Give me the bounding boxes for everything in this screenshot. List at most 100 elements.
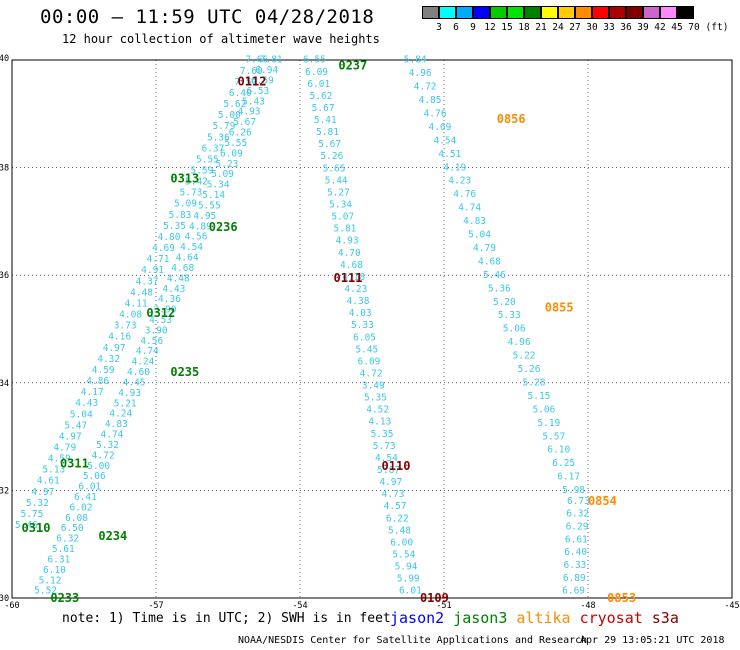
colorbar-tick-label: 45: [671, 22, 683, 33]
wave-height-value: 4.80: [158, 232, 181, 243]
wave-height-value: 4.59: [92, 365, 115, 376]
colorbar-swatch: [422, 6, 439, 19]
wave-height-value: 5.45: [355, 344, 378, 355]
wave-height-value: 6.69: [562, 586, 585, 597]
pass-time-label: 0236: [209, 220, 238, 234]
wave-height-value: 4.72: [360, 368, 383, 379]
colorbar-swatch: [507, 6, 524, 19]
wave-height-value: 5.73: [373, 441, 396, 452]
wave-height-value: 6.61: [565, 534, 588, 545]
x-tick-label: -51: [436, 601, 451, 610]
wave-height-value: 4.91: [141, 265, 164, 276]
wave-height-value: 6.09: [220, 148, 243, 159]
wave-height-value: 4.24: [131, 357, 154, 368]
pass-time-label: 0237: [338, 58, 367, 72]
wave-height-value: 5.65: [323, 163, 346, 174]
wave-height-value: 6.41: [74, 492, 97, 503]
wave-height-value: 4.43: [75, 398, 98, 409]
y-tick-label: 40: [0, 54, 9, 64]
x-tick-label: -57: [148, 601, 163, 610]
colorbar-tick-label: 30: [586, 22, 598, 33]
colorbar-swatch: [541, 6, 558, 19]
wave-height-value: 4.56: [185, 232, 208, 243]
colorbar-swatch: [439, 6, 456, 19]
wave-height-value: 6.22: [386, 513, 409, 524]
wave-height-value: 4.57: [384, 501, 407, 512]
wave-height-value: 4.13: [368, 417, 391, 428]
wave-height-value: 3.90: [154, 305, 177, 316]
wave-height-value: 4.56: [140, 336, 163, 347]
map-frame: [11, 59, 733, 599]
wave-height-value: 7.66: [245, 55, 268, 66]
wave-height-value: 5.62: [310, 91, 333, 102]
wave-height-value: 5.32: [26, 498, 49, 509]
wave-height-value: 5.26: [320, 151, 343, 162]
wave-height-value: 5.34: [207, 180, 230, 191]
wave-height-value: 3.49: [362, 381, 385, 392]
wave-height-value: 4.16: [108, 332, 131, 343]
wave-height-value: 4.76: [424, 108, 447, 119]
wave-height-value: 4.48: [130, 287, 153, 298]
legend-s3a: s3a: [651, 609, 679, 627]
wave-height-value: 5.81: [334, 224, 357, 235]
colorbar-swatch: [524, 6, 541, 19]
wave-height-value: 5.94: [395, 562, 418, 573]
wave-height-value: 5.46: [15, 520, 38, 531]
pass-time-label: 0111: [334, 271, 363, 285]
wave-height-value: 4.73: [382, 489, 405, 500]
wave-height-value: 4.70: [338, 248, 361, 259]
wave-height-value: 4.03: [349, 308, 372, 319]
colorbar-tick-label: 21: [535, 22, 547, 33]
footer-timestamp: Apr 29 13:05:21 UTC 2018: [580, 635, 725, 646]
wave-height-value: 4.54: [433, 135, 456, 146]
wave-height-value: 5.35: [364, 393, 387, 404]
wave-height-value: 5.55: [224, 138, 247, 149]
wave-height-value: 6.02: [70, 502, 93, 513]
wave-height-value: 5.57: [542, 431, 565, 442]
pass-time-label: 0234: [98, 529, 127, 543]
pass-time-label: 0235: [170, 365, 199, 379]
wave-height-value: 5.21: [114, 398, 137, 409]
wave-height-value: 4.72: [414, 82, 437, 93]
colorbar-tick-label: 39: [637, 22, 649, 33]
wave-height-value: 5.54: [392, 549, 415, 560]
wave-height-value: 3.90: [145, 325, 168, 336]
wave-height-value: 6.10: [43, 565, 66, 576]
pass-time-label: 0311: [60, 457, 89, 471]
colorbar-swatch: [643, 6, 660, 19]
wave-height-value: 6.73: [567, 496, 590, 507]
wave-height-value: 4.32: [97, 354, 120, 365]
wave-height-value: 4.37: [136, 276, 159, 287]
wave-height-value: 6.55: [303, 55, 326, 66]
wave-height-value: 6.17: [557, 472, 580, 483]
footer-credit: NOAA/NESDIS Center for Satellite Applica…: [238, 635, 588, 646]
wave-height-value: 6.01: [307, 79, 330, 90]
wave-height-value: 3.73: [114, 321, 137, 332]
wave-height-value: 4.54: [180, 242, 203, 253]
wave-height-value: 5.00: [218, 110, 241, 121]
wave-height-value: 4.61: [37, 476, 60, 487]
wave-height-value: 4.52: [366, 405, 389, 416]
wave-height-value: 4.79: [53, 442, 76, 453]
colorbar-swatch: [490, 6, 507, 19]
wave-height-value: 7.60: [240, 66, 263, 77]
wave-height-value: 5.14: [202, 190, 225, 201]
wave-height-value: 4.89: [189, 221, 212, 232]
wave-height-value: 5.20: [493, 297, 516, 308]
colorbar-tick-label: 9: [470, 22, 476, 33]
wave-height-value: 4.23: [448, 176, 471, 187]
wave-height-value: 5.15: [528, 391, 551, 402]
wave-height-value: 5.48: [388, 525, 411, 536]
wave-height-value: 4.69: [152, 243, 175, 254]
wave-height-value: 6.37: [201, 143, 224, 154]
wave-height-value: 4.53: [149, 315, 172, 326]
legend-altika: altika: [516, 609, 571, 627]
wave-height-value: 4.83: [463, 216, 486, 227]
colorbar-tick-label: 42: [654, 22, 666, 33]
wave-height-value: 4.51: [438, 149, 461, 160]
wave-height-value: 5.22: [513, 351, 536, 362]
wave-height-value: 5.84: [404, 55, 427, 66]
wave-height-value: 4.68: [340, 260, 363, 271]
colorbar-swatch: [575, 6, 592, 19]
wave-height-value: 4.96: [409, 68, 432, 79]
